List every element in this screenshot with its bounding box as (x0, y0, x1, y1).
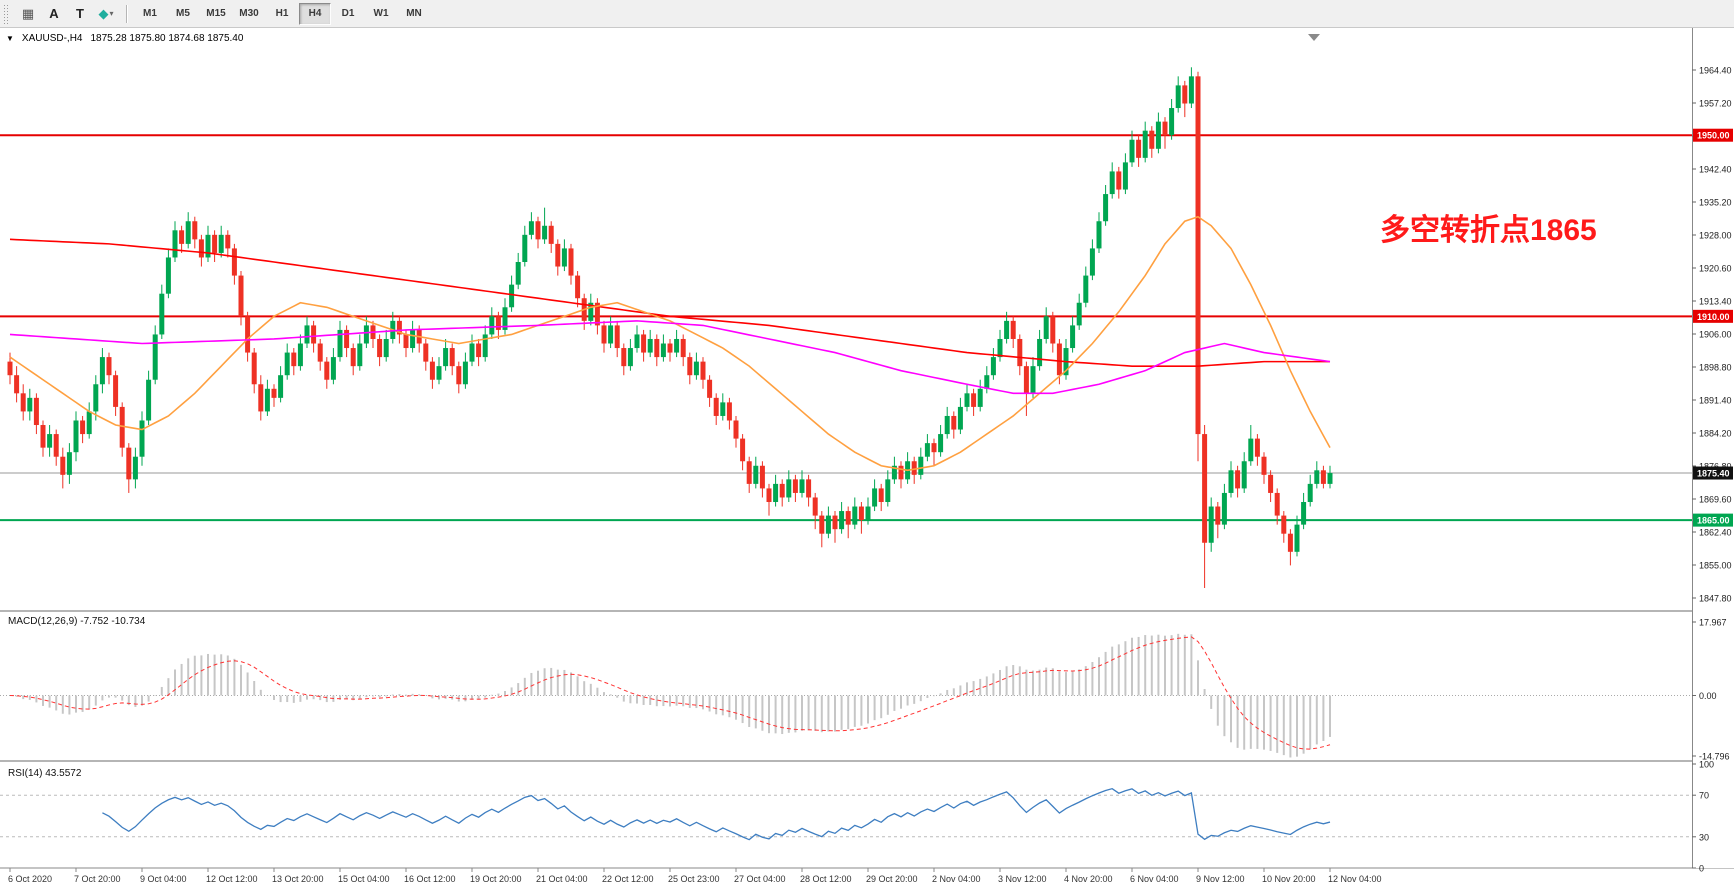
svg-text:1862.40: 1862.40 (1699, 528, 1732, 538)
symbol-period-label: XAUUSD-,H4 (21, 33, 83, 44)
svg-text:多空转折点1865: 多空转折点1865 (1380, 214, 1597, 247)
price-axis[interactable]: 1964.401957.201949.801942.401935.201928.… (1692, 28, 1734, 868)
period-button-m5[interactable]: M5 (176, 7, 190, 19)
chart-annotation[interactable]: 多空转折点1865 (1380, 214, 1597, 247)
timeframe-toolbar: M1 M5 M15 M30 H1 H4 D1 W1 MN (134, 2, 430, 25)
svg-text:1920.60: 1920.60 (1699, 264, 1732, 274)
ohlc-values: 1875.28 1875.80 1874.68 1875.40 (90, 33, 244, 44)
svg-text:1847.80: 1847.80 (1699, 594, 1732, 604)
price-tag-1910.00: 1910.00 (1693, 309, 1733, 323)
shapes-tool-icon[interactable]: ◆ ▾ (98, 5, 114, 21)
svg-text:1964.40: 1964.40 (1699, 66, 1732, 76)
pane-separators[interactable] (0, 610, 1734, 869)
moving-averages (9, 215, 1331, 472)
svg-text:70: 70 (1699, 791, 1709, 801)
svg-text:12 Nov 04:00: 12 Nov 04:00 (1328, 874, 1382, 884)
svg-text:28 Oct 12:00: 28 Oct 12:00 (800, 874, 852, 884)
drawing-toolbar: ▦ A T ◆ ▾ (15, 2, 119, 26)
svg-text:RSI(14) 43.5572: RSI(14) 43.5572 (8, 768, 82, 779)
svg-text:6 Oct 2020: 6 Oct 2020 (8, 874, 52, 884)
svg-text:4 Nov 20:00: 4 Nov 20:00 (1064, 874, 1113, 884)
time-axis[interactable]: 6 Oct 2020 7 Oct 20:00 9 Oct 04:00 12 Oct 1… (8, 868, 1382, 884)
svg-text:27 Oct 04:00: 27 Oct 04:00 (734, 874, 786, 884)
svg-text:29 Oct 20:00: 29 Oct 20:00 (866, 874, 918, 884)
svg-text:6 Nov 04:00: 6 Nov 04:00 (1130, 874, 1179, 884)
svg-text:15 Oct 04:00: 15 Oct 04:00 (338, 874, 390, 884)
period-button-h1[interactable]: H1 (275, 7, 289, 19)
svg-text:1865.00: 1865.00 (1697, 516, 1730, 526)
grid-icon[interactable]: ▦ (21, 5, 35, 21)
svg-text:0: 0 (1699, 864, 1704, 874)
price-chart[interactable]: 多空转折点18651964.401957.201949.801942.40193… (0, 28, 1734, 896)
svg-text:30: 30 (1699, 832, 1709, 842)
svg-text:-14.796: -14.796 (1699, 752, 1730, 762)
dropdown-caret-icon: ▾ (109, 9, 114, 18)
candles-layer (7, 67, 1333, 589)
svg-text:19 Oct 20:00: 19 Oct 20:00 (470, 874, 522, 884)
svg-text:1906.00: 1906.00 (1699, 330, 1732, 340)
ma_red-line (9, 238, 1330, 367)
svg-text:1942.40: 1942.40 (1699, 165, 1732, 175)
period-button-d1[interactable]: D1 (341, 7, 355, 19)
macd-signal-line (9, 636, 1331, 750)
svg-text:25 Oct 23:00: 25 Oct 23:00 (668, 874, 720, 884)
toolbar-grip-handle[interactable] (3, 3, 10, 24)
price-tag-1875.40: 1875.40 (1693, 466, 1733, 480)
toolbar: ▦ A T ◆ ▾ M1 M5 M15 M30 H1 H4 D1 W1 MN (0, 0, 1734, 28)
period-button-m1[interactable]: M1 (143, 7, 157, 19)
horizontal-level-lines[interactable] (0, 134, 1692, 522)
price-tag-1865.00: 1865.00 (1693, 513, 1733, 527)
svg-text:1950.00: 1950.00 (1697, 131, 1730, 141)
svg-text:22 Oct 12:00: 22 Oct 12:00 (602, 874, 654, 884)
svg-text:1876.80: 1876.80 (1699, 462, 1732, 472)
svg-text:1891.40: 1891.40 (1699, 396, 1732, 406)
svg-text:17.967: 17.967 (1699, 618, 1727, 628)
chart-shift-marker-icon (1308, 34, 1320, 41)
svg-text:1884.20: 1884.20 (1699, 429, 1732, 439)
svg-text:1875.40: 1875.40 (1697, 469, 1730, 479)
period-button-h4[interactable]: H4 (299, 2, 331, 25)
svg-text:3 Nov 12:00: 3 Nov 12:00 (998, 874, 1047, 884)
period-button-w1[interactable]: W1 (373, 7, 389, 19)
rsi-pane[interactable]: RSI(14) 43.5572 100 70 30 0 (0, 760, 1714, 874)
ma_orange-line (9, 215, 1331, 472)
svg-text:1957.20: 1957.20 (1699, 99, 1732, 109)
ma_magenta-line (9, 320, 1331, 395)
chart-title: ▼ XAUUSD-,H4 1875.28 1875.80 1874.68 187… (6, 33, 243, 44)
text-label-tool-icon[interactable]: T (76, 6, 84, 21)
svg-text:7 Oct 20:00: 7 Oct 20:00 (74, 874, 121, 884)
svg-text:1913.40: 1913.40 (1699, 297, 1732, 307)
svg-text:1898.80: 1898.80 (1699, 363, 1732, 373)
rsi-line (102, 787, 1331, 841)
svg-text:16 Oct 12:00: 16 Oct 12:00 (404, 874, 456, 884)
svg-text:100: 100 (1699, 760, 1714, 770)
svg-text:13 Oct 20:00: 13 Oct 20:00 (272, 874, 324, 884)
toolbar-separator (126, 4, 127, 23)
svg-text:MACD(12,26,9) -7.752 -10.734: MACD(12,26,9) -7.752 -10.734 (8, 616, 146, 627)
symbol-caret-icon[interactable]: ▼ (6, 34, 14, 43)
svg-text:2 Nov 04:00: 2 Nov 04:00 (932, 874, 981, 884)
macd-pane[interactable]: MACD(12,26,9) -7.752 -10.734 17.967 0.00 -1… (0, 616, 1730, 762)
period-button-m15[interactable]: M15 (206, 7, 226, 19)
period-button-mn[interactable]: MN (406, 7, 422, 19)
svg-text:1928.00: 1928.00 (1699, 231, 1732, 241)
svg-text:1855.00: 1855.00 (1699, 561, 1732, 571)
svg-text:1910.00: 1910.00 (1697, 312, 1730, 322)
text-tool-icon[interactable]: A (49, 6, 59, 21)
svg-text:1869.60: 1869.60 (1699, 495, 1732, 505)
svg-text:9 Oct 04:00: 9 Oct 04:00 (140, 874, 187, 884)
svg-text:1935.20: 1935.20 (1699, 198, 1732, 208)
price-tag-1950.00: 1950.00 (1693, 128, 1733, 142)
chart-window[interactable]: 多空转折点18651964.401957.201949.801942.40193… (0, 28, 1734, 896)
svg-text:10 Nov 20:00: 10 Nov 20:00 (1262, 874, 1316, 884)
svg-text:0.00: 0.00 (1699, 691, 1717, 701)
svg-text:12 Oct 12:00: 12 Oct 12:00 (206, 874, 258, 884)
period-button-m30[interactable]: M30 (239, 7, 259, 19)
svg-text:21 Oct 04:00: 21 Oct 04:00 (536, 874, 588, 884)
svg-text:9 Nov 12:00: 9 Nov 12:00 (1196, 874, 1245, 884)
